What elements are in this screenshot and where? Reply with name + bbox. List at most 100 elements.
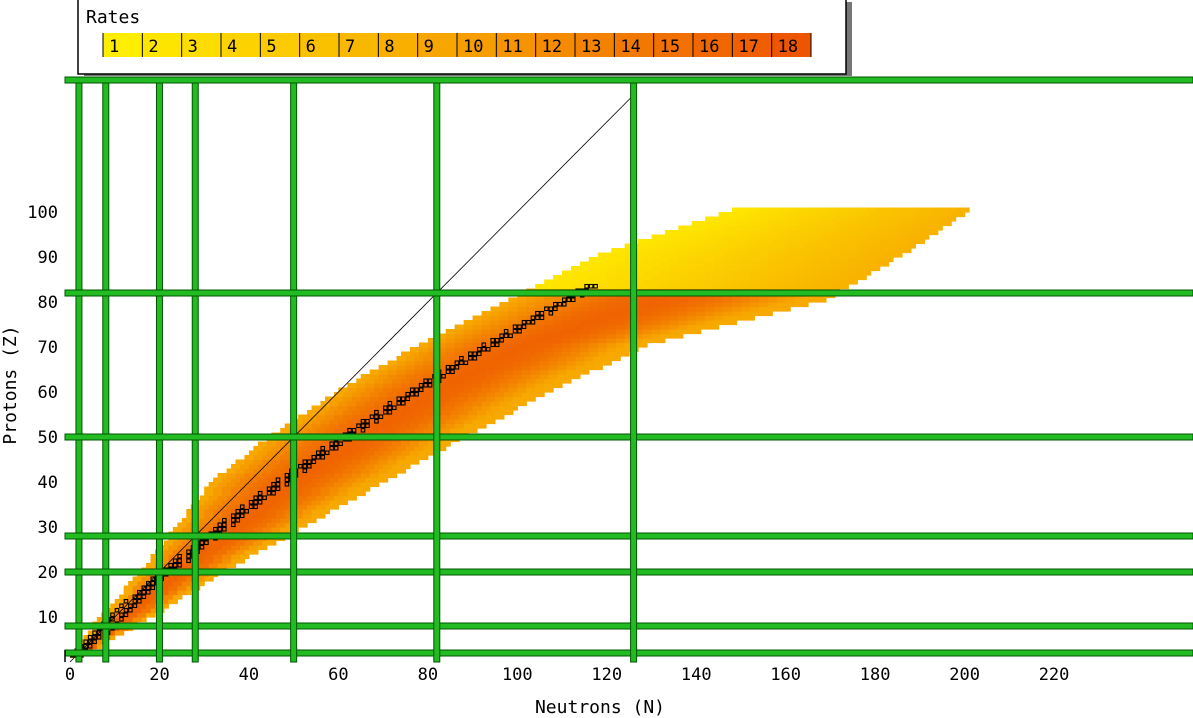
stable-isotope xyxy=(400,396,406,402)
rate-cell xyxy=(508,320,518,326)
rate-cell xyxy=(512,365,523,371)
rate-cell xyxy=(378,473,389,479)
rate-cell xyxy=(570,306,581,312)
rate-cell xyxy=(705,311,715,317)
rate-cell xyxy=(754,248,764,254)
rate-cell xyxy=(870,221,881,227)
rate-cell xyxy=(579,324,590,330)
rate-cell xyxy=(168,576,178,582)
rate-cell xyxy=(839,261,849,267)
rate-cell xyxy=(119,594,129,600)
rate-cell xyxy=(579,342,590,348)
rate-cell xyxy=(593,360,603,366)
rate-cell xyxy=(615,275,626,281)
legend-swatch xyxy=(575,33,615,57)
rate-cell xyxy=(418,387,429,393)
rate-cell xyxy=(705,257,715,263)
rate-cell xyxy=(727,248,738,254)
rate-cell xyxy=(239,554,250,560)
rate-cell xyxy=(159,545,170,551)
rate-cell xyxy=(257,486,268,492)
rate-cell xyxy=(539,369,550,375)
rate-cell xyxy=(606,257,617,263)
rate-cell xyxy=(749,279,760,285)
rate-cell xyxy=(374,464,384,470)
rate-cell xyxy=(606,329,617,335)
rate-cell xyxy=(588,261,599,267)
stable-isotope xyxy=(450,369,455,375)
rate-cell xyxy=(356,450,366,456)
stable-isotope xyxy=(463,360,469,366)
rate-cell xyxy=(879,248,890,254)
rate-cell xyxy=(651,306,662,312)
magic-proton-line xyxy=(64,649,1193,657)
rate-cell xyxy=(821,225,832,231)
rate-cell xyxy=(557,365,568,371)
stable-isotope xyxy=(544,306,549,312)
rate-cell xyxy=(248,513,259,519)
rate-cell xyxy=(521,369,532,375)
legend-entry: 7 xyxy=(345,37,355,57)
rate-cell xyxy=(624,347,635,353)
rate-cell xyxy=(441,410,451,416)
rate-cell xyxy=(342,414,353,420)
rate-cell xyxy=(678,234,688,240)
rate-cell xyxy=(553,284,563,290)
rate-cell xyxy=(857,243,867,249)
rate-cell xyxy=(830,284,840,290)
rate-cell xyxy=(365,405,375,411)
rate-cell xyxy=(275,491,286,497)
stable-isotope xyxy=(150,576,156,582)
rate-cell xyxy=(745,221,755,227)
rate-cell xyxy=(562,302,572,308)
rate-cell xyxy=(749,284,760,290)
rate-cell xyxy=(928,216,939,222)
rate-cell xyxy=(615,347,626,353)
rate-cell xyxy=(347,464,357,470)
rate-cell xyxy=(785,297,796,303)
y-tick-label: 40 xyxy=(38,473,58,493)
rate-cell xyxy=(749,234,760,240)
rate-cell xyxy=(651,270,662,276)
rate-cell xyxy=(579,320,590,326)
rate-cell xyxy=(485,396,496,402)
rate-cell xyxy=(839,234,849,240)
rate-cell xyxy=(799,221,809,227)
rate-cell xyxy=(172,527,183,533)
rate-cell xyxy=(570,351,581,357)
rate-cell xyxy=(714,279,724,285)
rate-cell xyxy=(633,243,644,249)
rate-cell xyxy=(280,518,290,524)
rate-cell xyxy=(226,563,237,569)
stable-isotope xyxy=(423,382,428,388)
rate-cell xyxy=(633,311,644,317)
rate-cell xyxy=(651,252,662,258)
rate-cell xyxy=(512,369,523,375)
rate-cell xyxy=(848,225,858,231)
stable-isotope xyxy=(557,301,563,307)
rate-cell xyxy=(360,482,371,488)
rate-cell xyxy=(928,225,939,231)
stable-isotope xyxy=(168,562,173,568)
rate-cell xyxy=(772,239,782,245)
rate-cell xyxy=(320,405,331,411)
rate-cell xyxy=(570,320,581,326)
rate-cell xyxy=(481,338,492,344)
rate-cell xyxy=(794,266,805,272)
rate-cell xyxy=(329,423,339,429)
rate-cell xyxy=(910,216,921,222)
rate-cell xyxy=(606,284,617,290)
rate-cell xyxy=(624,261,635,267)
legend: Rates 1 2 3 4 5 6 7 8 9 10 11 12 13 14 15 16 17 18 xyxy=(77,0,852,76)
rate-cell xyxy=(562,329,572,335)
rate-cell xyxy=(794,297,805,303)
rate-cell xyxy=(660,329,670,335)
rate-cell xyxy=(588,333,599,339)
rate-cell xyxy=(785,257,796,263)
rate-cell xyxy=(324,504,335,510)
rate-cell xyxy=(468,369,478,375)
rate-cell xyxy=(526,378,536,384)
rate-cell xyxy=(669,284,679,290)
rate-cell xyxy=(248,464,259,470)
rate-cell xyxy=(839,284,849,290)
